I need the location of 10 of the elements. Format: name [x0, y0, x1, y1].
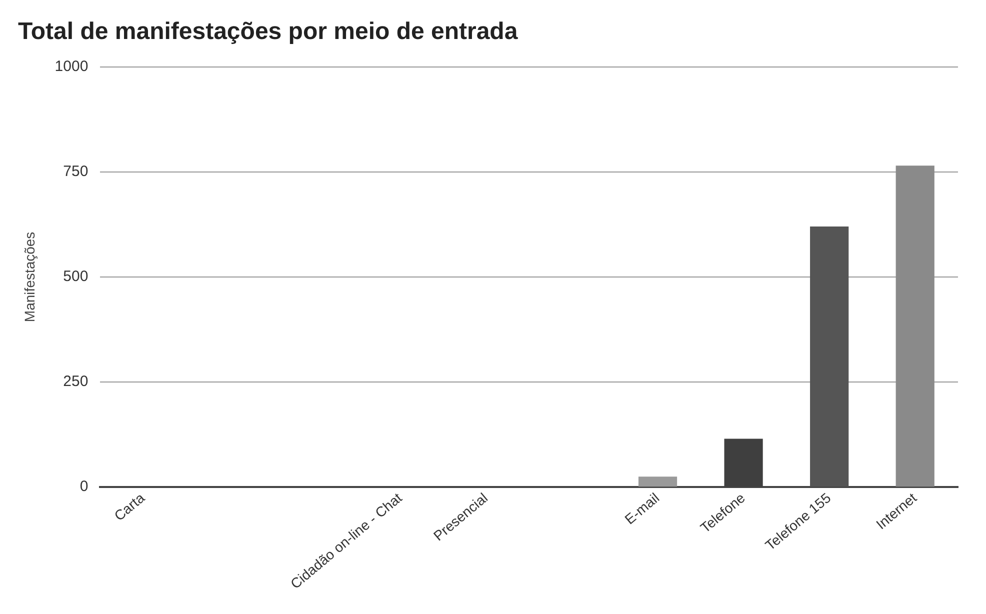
- y-tick-label: 0: [80, 478, 88, 496]
- chart-title: Total de manifestações por meio de entrada: [18, 18, 518, 46]
- y-tick-label: 750: [63, 163, 88, 180]
- bar: [638, 476, 678, 487]
- y-tick-label: 500: [63, 268, 88, 286]
- bar: [896, 166, 934, 487]
- y-tick-label: 1000: [54, 58, 88, 75]
- y-tick-label: 250: [63, 373, 88, 390]
- y-axis-title: Manifestações: [21, 232, 38, 322]
- bar: [810, 226, 849, 487]
